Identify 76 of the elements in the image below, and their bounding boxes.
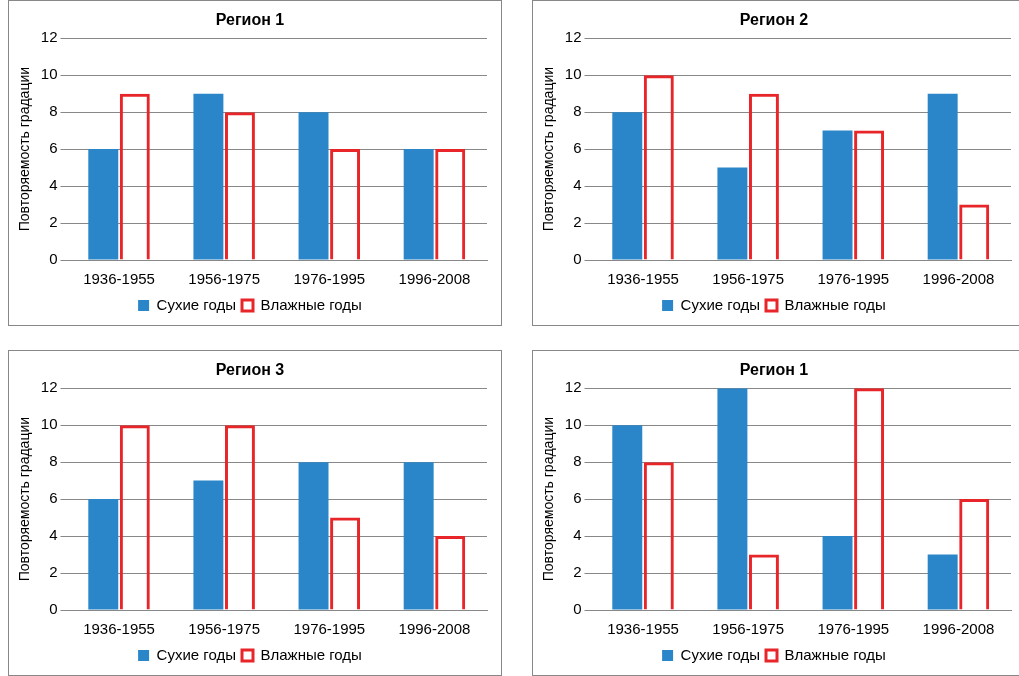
x-tick-label: 1996-2008 <box>922 620 995 638</box>
y-tick-label: 0 <box>573 250 582 268</box>
chart-title: Регион 3 <box>215 361 285 379</box>
bar <box>193 93 224 260</box>
y-tick-label: 2 <box>573 213 582 231</box>
y-tick-label: 12 <box>40 378 58 396</box>
bar <box>822 536 853 610</box>
y-tick-label: 2 <box>573 563 582 581</box>
x-tick-label: 1956-1975 <box>188 620 261 638</box>
y-tick-label: 12 <box>40 28 58 46</box>
y-tick-label: 0 <box>49 250 58 268</box>
x-tick-label: 1976-1995 <box>817 270 890 288</box>
y-tick-label: 6 <box>573 489 582 507</box>
y-tick-label: 10 <box>40 65 58 83</box>
y-tick-label: 2 <box>49 213 58 231</box>
x-tick-label: 1976-1995 <box>293 270 366 288</box>
bar <box>612 425 643 610</box>
y-tick-label: 12 <box>564 28 582 46</box>
x-tick-label: 1996-2008 <box>398 270 471 288</box>
bar <box>193 480 224 610</box>
bar <box>298 112 329 260</box>
bar <box>403 149 434 260</box>
legend-label: Влажные годы <box>260 295 362 313</box>
chart-title: Регион 1 <box>739 361 809 379</box>
bar <box>88 499 119 610</box>
legend-label: Сухие годы <box>156 295 237 313</box>
y-axis-title: Повторяемость градации <box>540 66 557 232</box>
x-tick-label: 1936-1955 <box>607 620 679 638</box>
bar <box>88 149 119 260</box>
y-tick-label: 10 <box>564 415 582 433</box>
y-tick-label: 6 <box>49 139 58 157</box>
y-tick-label: 10 <box>564 65 582 83</box>
bar <box>717 388 748 610</box>
bar <box>927 93 958 260</box>
x-tick-label: 1956-1975 <box>188 270 261 288</box>
x-tick-label: 1976-1995 <box>817 620 890 638</box>
x-tick-label: 1956-1975 <box>712 270 785 288</box>
bar <box>298 462 329 610</box>
bar <box>717 167 748 260</box>
y-axis-title: Повторяемость градации <box>16 416 33 582</box>
legend-label: Влажные годы <box>784 645 886 663</box>
chart-title: Регион 1 <box>215 11 285 29</box>
x-tick-label: 1996-2008 <box>922 270 995 288</box>
x-tick-label: 1956-1975 <box>712 620 785 638</box>
y-tick-label: 4 <box>573 526 582 544</box>
y-tick-label: 0 <box>49 600 58 618</box>
bar <box>403 462 434 610</box>
y-tick-label: 2 <box>49 563 58 581</box>
legend-label: Сухие годы <box>680 295 761 313</box>
y-tick-label: 8 <box>49 452 58 470</box>
y-tick-label: 4 <box>49 526 58 544</box>
legend-label: Влажные годы <box>260 645 362 663</box>
x-tick-label: 1936-1955 <box>83 620 155 638</box>
y-tick-label: 8 <box>573 102 582 120</box>
y-tick-label: 6 <box>49 489 58 507</box>
x-tick-label: 1936-1955 <box>83 270 155 288</box>
y-tick-label: 8 <box>573 452 582 470</box>
chart-title: Регион 2 <box>739 11 809 29</box>
x-tick-label: 1936-1955 <box>607 270 679 288</box>
y-axis-title: Повторяемость градации <box>16 66 33 232</box>
y-tick-label: 10 <box>40 415 58 433</box>
bar <box>612 112 643 260</box>
y-tick-label: 8 <box>49 102 58 120</box>
x-tick-label: 1996-2008 <box>398 620 471 638</box>
y-axis-title: Повторяемость градации <box>540 416 557 582</box>
y-tick-label: 12 <box>564 378 582 396</box>
y-tick-label: 6 <box>573 139 582 157</box>
legend-label: Сухие годы <box>680 645 761 663</box>
legend-label: Сухие годы <box>156 645 237 663</box>
y-tick-label: 4 <box>573 176 582 194</box>
y-tick-label: 0 <box>573 600 582 618</box>
x-tick-label: 1976-1995 <box>293 620 366 638</box>
bar <box>822 130 853 260</box>
y-tick-label: 4 <box>49 176 58 194</box>
legend-label: Влажные годы <box>784 295 886 313</box>
bar <box>927 554 958 610</box>
